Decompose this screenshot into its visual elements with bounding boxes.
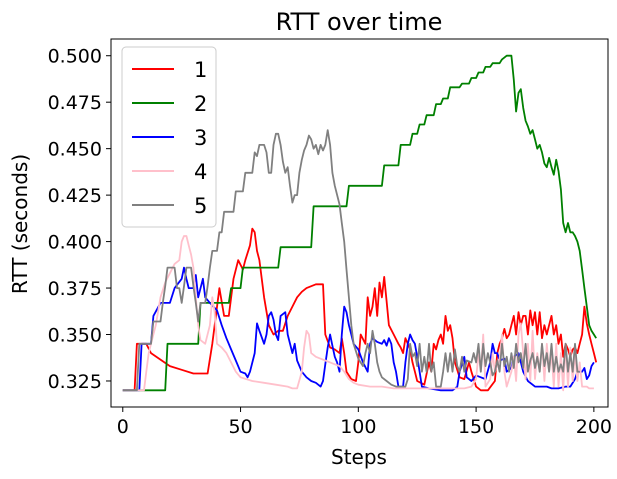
y-tick-label: 0.475 [48,92,102,114]
y-axis: 0.325 0.350 0.375 0.400 0.425 0.450 0.475 0.500 [48,46,111,393]
x-tick-label: 100 [340,416,376,438]
y-axis-label: RTT (seconds) [8,154,32,294]
x-tick-label: 0 [117,416,129,438]
series-layer [122,54,598,392]
y-tick-label: 0.450 [48,139,102,161]
y-tick-label: 0.500 [48,46,102,68]
y-tick-label: 0.350 [48,325,102,347]
legend-label-4: 4 [194,160,207,184]
x-axis-label: Steps [331,445,387,469]
x-tick-label: 150 [458,416,494,438]
legend-label-3: 3 [194,126,207,150]
series-1-line [122,227,598,392]
series-2-line [122,54,597,392]
series-5-line [122,129,580,392]
chart-title: RTT over time [276,8,443,36]
x-tick-label: 50 [228,416,252,438]
y-tick-label: 0.375 [48,278,102,300]
legend-label-2: 2 [194,92,207,116]
legend-label-1: 1 [194,58,207,82]
legend: 1 2 3 4 5 [121,46,217,228]
plot-area [110,38,609,408]
plot-frame [110,38,609,408]
x-tick-label: 200 [576,416,612,438]
y-tick-label: 0.400 [48,232,102,254]
legend-label-5: 5 [194,194,207,218]
x-axis: 0 50 100 150 200 [117,407,612,438]
y-tick-label: 0.425 [48,185,102,207]
y-tick-label: 0.325 [48,371,102,393]
